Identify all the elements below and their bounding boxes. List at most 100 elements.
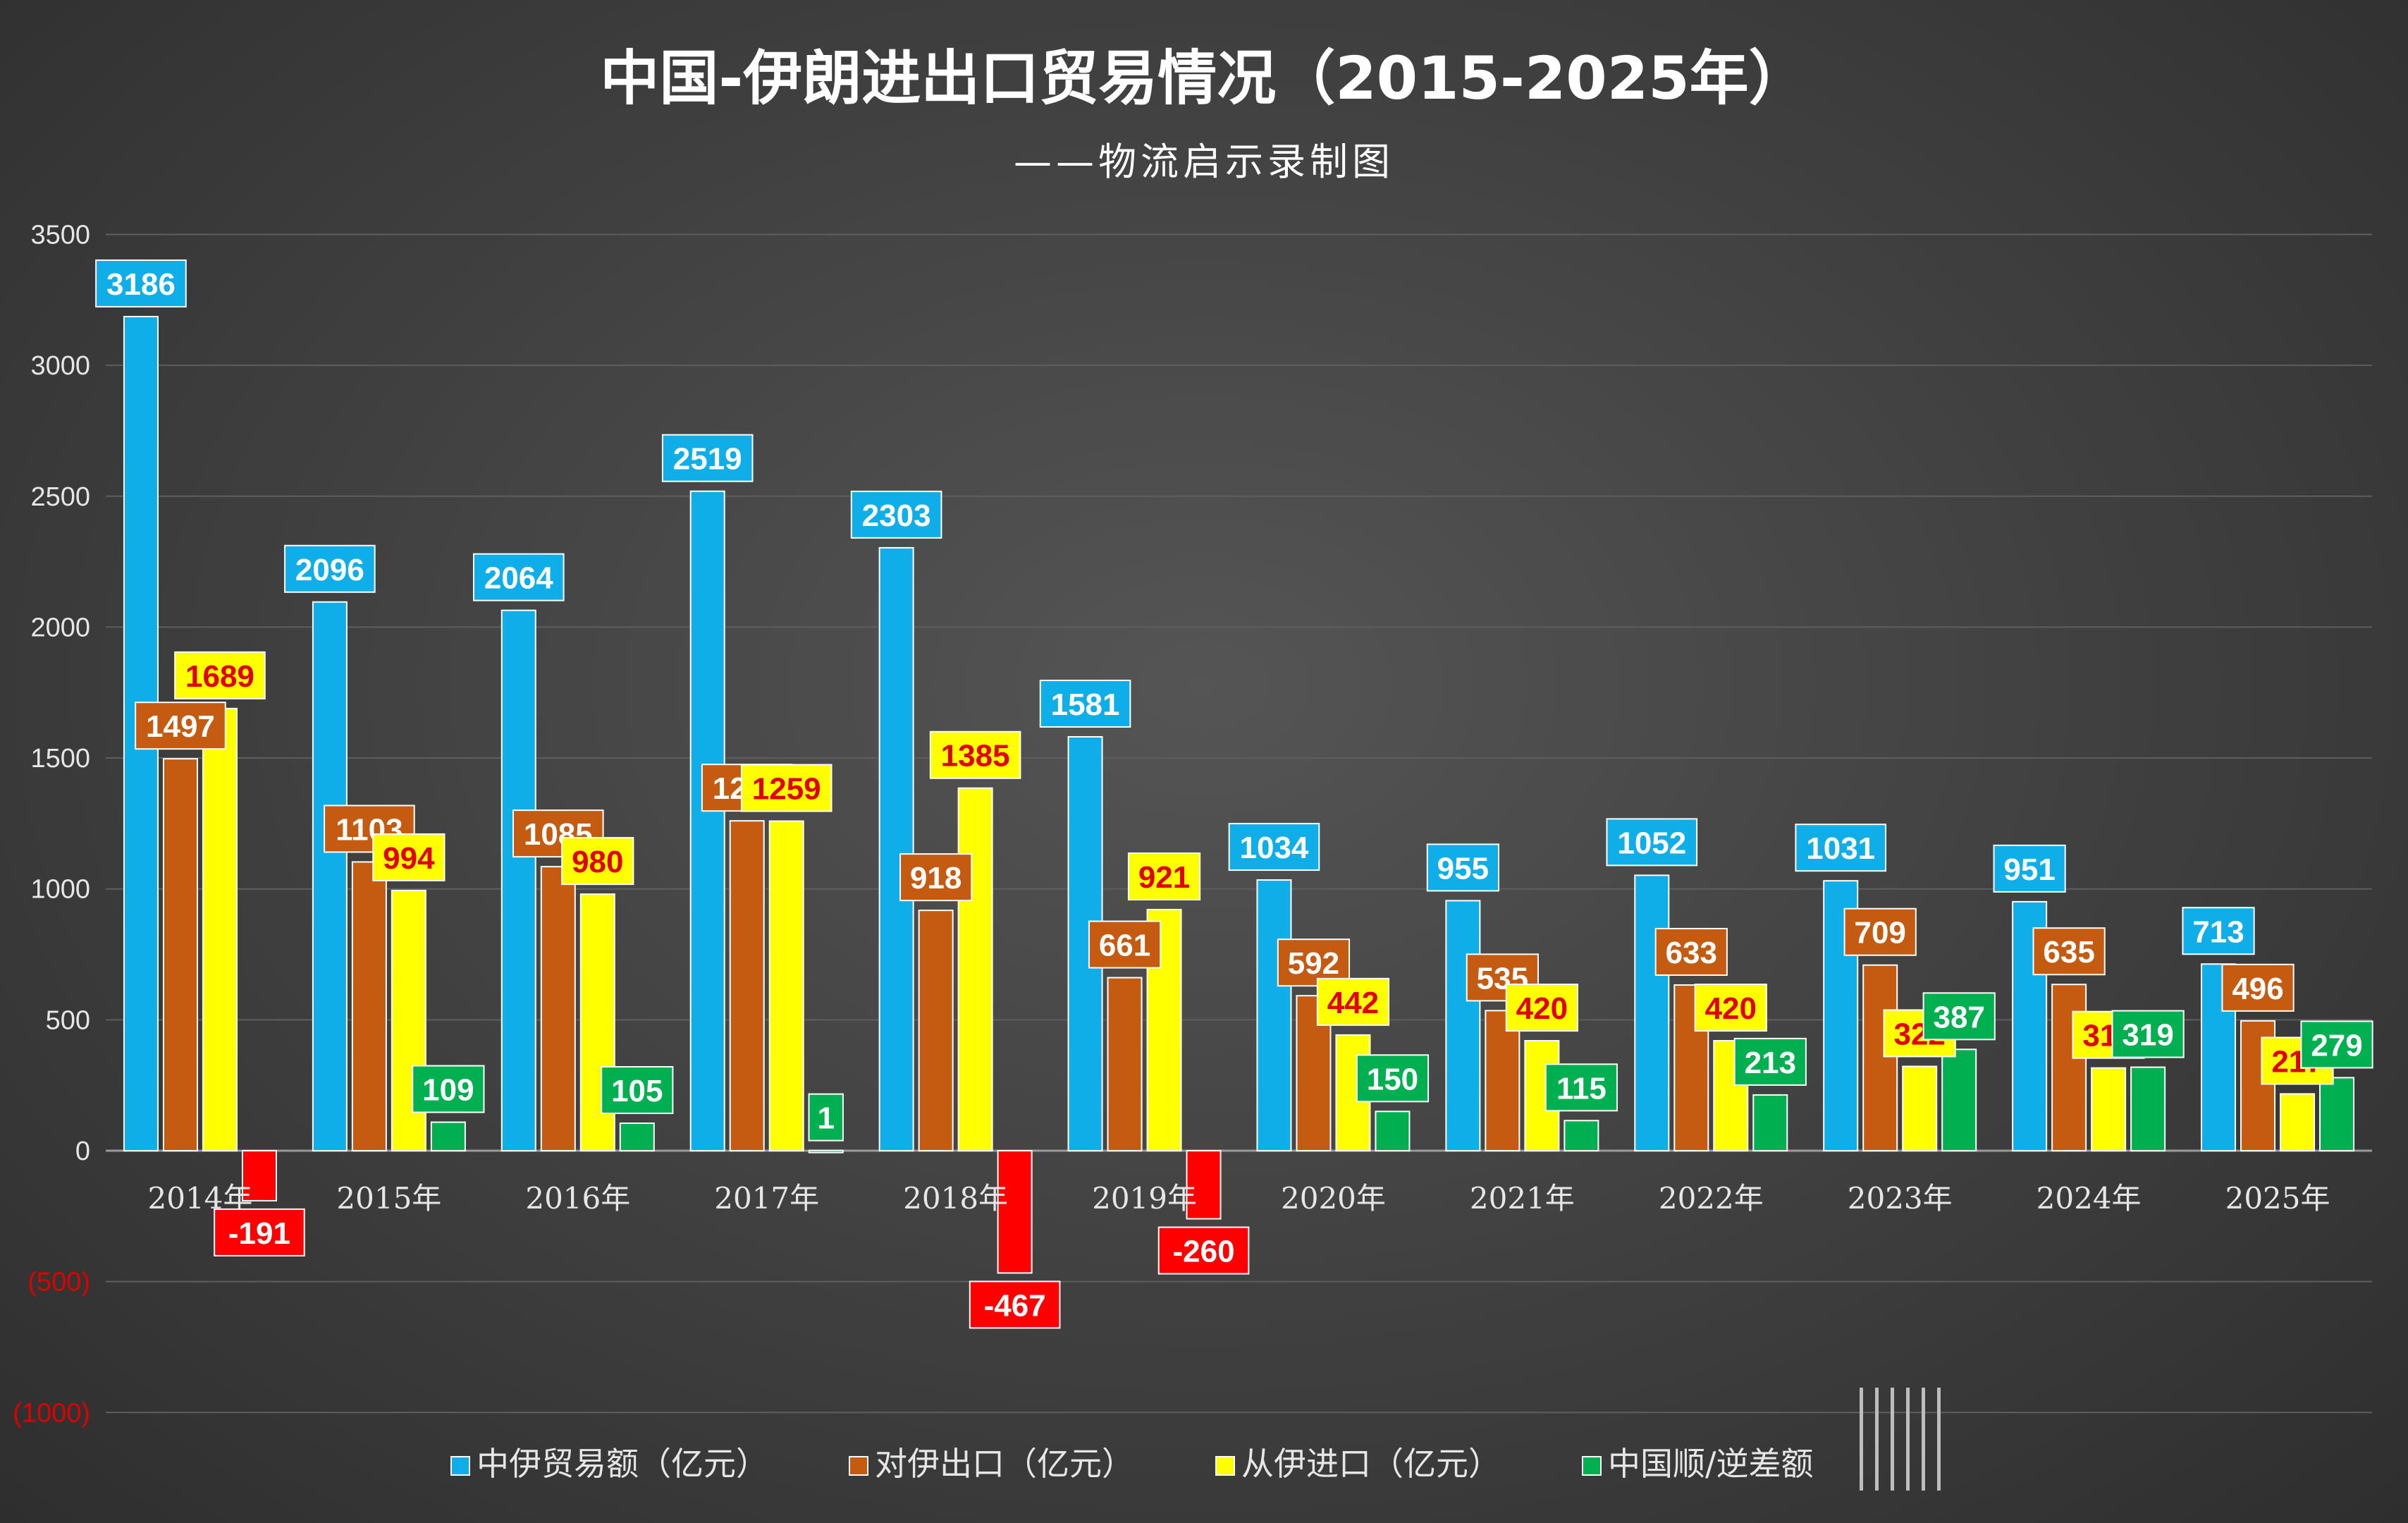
bar (2130, 1066, 2166, 1151)
data-label-box (372, 833, 446, 881)
data-label-box (1843, 907, 1917, 956)
legend-label: 从伊进口（亿元） (1241, 1445, 1501, 1483)
legend-swatch (849, 1456, 868, 1476)
bar (808, 1149, 844, 1154)
data-label: 592 (1288, 946, 1339, 981)
data-label-box (1654, 927, 1728, 976)
data-label: 1497 (146, 709, 215, 744)
data-label: 1385 (941, 739, 1010, 773)
legend-label: 中伊贸易额（亿元） (477, 1445, 768, 1483)
bar (729, 820, 765, 1151)
bar (162, 758, 198, 1152)
bar (579, 893, 615, 1151)
legend: 中伊贸易额（亿元） 对伊出口（亿元） 从伊进口（亿元） 中国顺/逆差额 (450, 1445, 1814, 1483)
y-tick-label: 2500 (30, 482, 90, 512)
data-label-box (1694, 984, 1767, 1032)
data-label: 2064 (484, 561, 553, 596)
bar (1067, 735, 1103, 1152)
data-label: 955 (1437, 851, 1489, 886)
data-label: 921 (1138, 860, 1190, 895)
bar (878, 546, 914, 1151)
bar (1902, 1065, 1938, 1152)
data-label-box (2221, 963, 2295, 1012)
bar (1375, 1111, 1411, 1152)
data-label: 635 (2043, 935, 2094, 970)
data-label: 980 (572, 845, 623, 879)
data-label-box (1426, 843, 1499, 892)
y-tick-label: 1500 (30, 744, 90, 773)
data-label-box (2032, 927, 2106, 976)
bar (312, 601, 348, 1151)
data-label-box (174, 651, 266, 699)
bar (1634, 874, 1670, 1152)
data-label: 319 (2122, 1018, 2173, 1053)
data-label: 2303 (862, 499, 931, 533)
legend-label: 对伊出口（亿元） (875, 1445, 1134, 1483)
data-label: -467 (984, 1288, 1046, 1323)
data-label: 1259 (752, 772, 821, 807)
data-label: 213 (1745, 1046, 1796, 1080)
data-label-box (1733, 1037, 1807, 1086)
data-label-box (95, 259, 187, 308)
data-label-box (850, 490, 942, 539)
data-label: -191 (228, 1216, 290, 1251)
x-tick-label: 2015年 (336, 1181, 441, 1216)
x-tick-label: 2021年 (1470, 1181, 1575, 1216)
bar (2091, 1067, 2127, 1151)
bar (619, 1123, 655, 1152)
x-tick-label: 2022年 (1659, 1181, 1764, 1216)
data-label: 2519 (673, 442, 742, 477)
legend-swatch (1215, 1456, 1235, 1476)
data-label-box (284, 544, 376, 593)
x-tick-label: 2023年 (1848, 1181, 1953, 1216)
data-label-box (2182, 907, 2255, 955)
chart-title: 中国-伊朗进出口贸易情况（2015-2025年） (600, 44, 1807, 113)
data-label: 3186 (106, 267, 176, 302)
legend-label: 中国顺/逆差额 (1608, 1445, 1814, 1483)
data-label-box (324, 805, 415, 853)
data-labels: 318614971689-191209611039941092064108598… (95, 259, 2373, 1329)
data-label-box (1922, 992, 1996, 1041)
legend-swatch (1582, 1456, 1602, 1476)
y-tick-label: 1000 (30, 875, 90, 905)
data-label: 2096 (295, 553, 364, 587)
data-label: 420 (1705, 991, 1757, 1026)
data-label-box (1039, 679, 1131, 728)
data-label: 442 (1327, 986, 1379, 1020)
data-label-box (661, 434, 754, 482)
data-label-box (1127, 852, 1201, 901)
data-label: 109 (422, 1073, 474, 1108)
bar (1941, 1048, 1977, 1151)
data-label-box (1795, 824, 1887, 872)
data-label-box (472, 553, 565, 601)
x-tick-label: 2019年 (1092, 1181, 1197, 1216)
y-tick-label: (500) (27, 1268, 90, 1297)
bar (918, 910, 954, 1151)
data-label: 1031 (1806, 831, 1875, 866)
bar (2319, 1077, 2355, 1152)
data-label: 951 (2003, 852, 2055, 887)
y-tick-label: 3500 (30, 220, 90, 250)
data-label-box (601, 1066, 674, 1115)
x-tick-label: 2017年 (714, 1181, 819, 1216)
y-tick-label: 3000 (30, 351, 90, 381)
data-label-box (899, 853, 973, 902)
bar (540, 866, 576, 1152)
data-label: 661 (1099, 929, 1150, 963)
y-tick-label: (1000) (13, 1398, 90, 1428)
bar (2051, 984, 2087, 1151)
bar (1862, 964, 1898, 1151)
data-label: 150 (1367, 1062, 1418, 1096)
data-label: 279 (2311, 1028, 2362, 1063)
bar (1186, 1150, 1222, 1220)
bar (1485, 1010, 1521, 1151)
x-tick-label: 2018年 (903, 1181, 1008, 1216)
scroll-indicator[interactable] (1860, 1388, 1941, 1491)
data-label-box (1316, 977, 1390, 1026)
data-label: 115 (1556, 1071, 1607, 1106)
bar (351, 861, 387, 1151)
data-label-box (1356, 1054, 1430, 1103)
data-label-box (1606, 818, 1698, 867)
data-label-box (214, 1208, 305, 1256)
